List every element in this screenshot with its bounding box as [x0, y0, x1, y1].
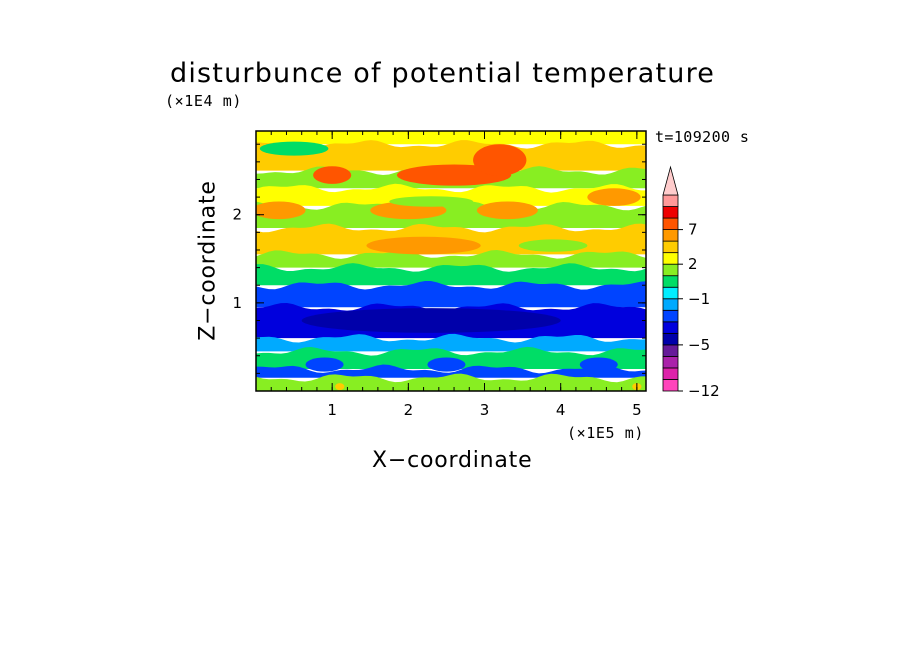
y-tick-label: 2	[232, 206, 242, 224]
x-tick-label: 5	[632, 401, 642, 419]
colorbar-label: 2	[688, 255, 698, 273]
x-tick-label: 3	[480, 401, 490, 419]
contour-feature	[256, 201, 306, 220]
colorbar-box	[662, 379, 679, 392]
contour-band	[256, 131, 646, 145]
contour-band	[256, 140, 646, 171]
colorbar-box	[662, 217, 679, 230]
contour-band	[256, 263, 646, 286]
colorbar-label: −1	[688, 290, 710, 308]
contour-field	[256, 131, 646, 391]
colorbar-box	[662, 309, 679, 323]
colorbar-box	[662, 252, 679, 265]
contour-feature	[476, 201, 538, 220]
colorbar-box	[662, 275, 679, 288]
contour-feature	[518, 239, 588, 252]
x-axis-label: X−coordinate	[372, 448, 533, 473]
colorbar-box	[662, 206, 679, 219]
contour-feature	[301, 308, 561, 333]
colorbar-label: 7	[688, 221, 698, 239]
x-tick-label: 2	[404, 401, 414, 419]
colorbar-box	[662, 332, 679, 346]
contour-feature	[427, 357, 466, 372]
contour-band	[256, 373, 646, 391]
colorbar-box	[662, 321, 679, 334]
contour-band	[256, 249, 646, 268]
colorbar-box	[662, 194, 679, 207]
colorbar-box	[662, 229, 679, 242]
time-label: t=109200 s	[655, 128, 750, 146]
colorbar-extension	[662, 165, 679, 196]
y-tick-label: 1	[232, 294, 242, 312]
y-axis-multiplier: (×1E4 m)	[165, 92, 243, 110]
contour-band	[256, 183, 646, 206]
x-tick-label: 1	[327, 401, 337, 419]
colorbar-box	[662, 286, 679, 300]
contour-feature	[473, 144, 527, 176]
contour-feature	[579, 357, 618, 372]
colorbar-box	[662, 344, 679, 357]
contour-band	[256, 333, 646, 352]
colorbar-box	[662, 356, 679, 369]
chart-title: disturbunce of potential temperature	[170, 58, 716, 89]
colorbar-label: −12	[688, 382, 720, 400]
colorbar-box	[662, 367, 679, 380]
contour-feature	[305, 357, 344, 372]
contour-feature	[389, 196, 474, 207]
plot-frame	[255, 130, 647, 392]
contour-feature	[587, 188, 641, 206]
contour-feature	[313, 166, 352, 184]
contour-band	[256, 201, 646, 228]
x-axis-multiplier: (×1E5 m)	[567, 424, 645, 442]
axis-ticks: 1 2 3 4 5 1 2	[232, 131, 646, 419]
colorbar-label: −5	[688, 336, 710, 354]
colorbar-box	[662, 263, 679, 277]
contour-band	[256, 280, 646, 308]
x-tick-label: 4	[556, 401, 566, 419]
colorbar-box	[662, 240, 679, 254]
colorbar: −12−5−127	[662, 165, 720, 400]
colorbar-box	[662, 298, 679, 311]
contour-feature	[259, 141, 329, 156]
contour-feature	[366, 236, 481, 255]
contour-feature	[335, 383, 345, 391]
